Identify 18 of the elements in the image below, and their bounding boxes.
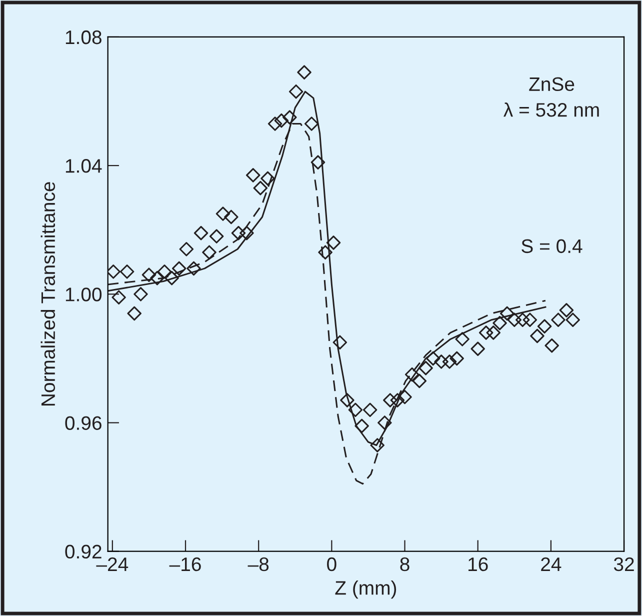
x-tick-label: –16 — [169, 557, 201, 572]
y-tick-label: 1.00 — [66, 288, 102, 302]
x-tick-label: 8 — [400, 557, 410, 572]
y-axis-title: Normalized Transmittance — [40, 182, 56, 406]
x-tick-label: 16 — [468, 557, 488, 572]
y-tick-label: 0.96 — [65, 416, 102, 430]
x-tick-label: 24 — [541, 557, 562, 571]
x-tick-label: 32 — [614, 557, 634, 572]
annotation: ZnSe — [529, 77, 574, 92]
annotation: λ = 532 nm — [504, 102, 599, 117]
x-tick-label: –8 — [248, 557, 269, 572]
x-axis-title: Z (mm) — [335, 580, 396, 599]
annotation: S = 0.4 — [522, 239, 582, 254]
y-tick-label: 0.92 — [65, 544, 102, 559]
x-tick-label: –24 — [96, 557, 128, 571]
y-tick-label: 1.08 — [66, 30, 102, 44]
x-tick-label: 0 — [327, 557, 336, 572]
y-tick-label: 1.04 — [66, 159, 102, 173]
